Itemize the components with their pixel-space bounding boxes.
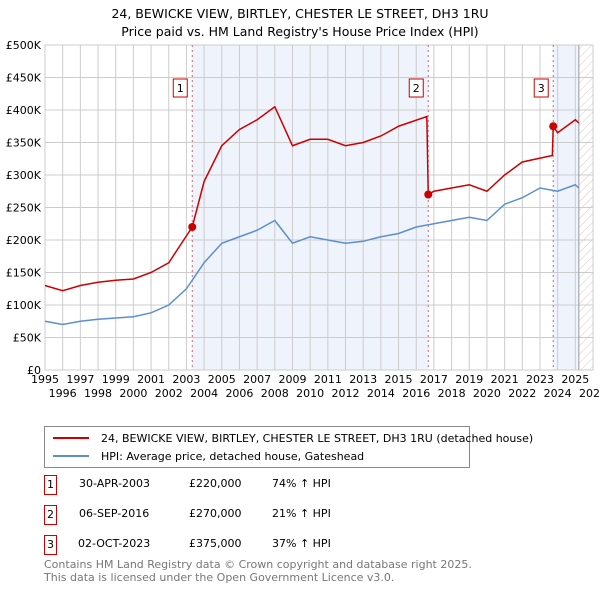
x-tick-label: 2008 (261, 387, 289, 400)
title-line-2: Price paid vs. HM Land Registry's House … (121, 24, 479, 39)
x-tick-label: 2010 (296, 387, 324, 400)
y-tick-label: £250K (6, 202, 42, 215)
x-tick-label: 2014 (367, 387, 395, 400)
transaction-number: 1 (44, 475, 57, 495)
y-tick-label: £450K (6, 72, 42, 85)
x-tick-label: 2011 (314, 373, 342, 386)
x-tick-label: 1998 (84, 387, 112, 400)
x-tick-label: 1995 (31, 373, 59, 386)
x-tick-label: 2024 (544, 387, 572, 400)
y-tick-label: £200K (6, 234, 42, 247)
x-tick-label: 2019 (455, 373, 483, 386)
price-chart: 1995199619971998199920002001200220032004… (6, 39, 600, 400)
transaction-price: £270,000 (189, 507, 242, 520)
y-tick-label: £350K (6, 137, 42, 150)
transaction-date: 06-SEP-2016 (79, 507, 150, 520)
x-tick-label: 2001 (137, 373, 165, 386)
transaction-date: 30-APR-2003 (79, 477, 151, 490)
x-tick-label: 2020 (473, 387, 501, 400)
transaction-hpi: 74% ↑ HPI (272, 477, 331, 490)
x-tick-label: 2006 (225, 387, 253, 400)
legend-swatch-hpi (53, 455, 89, 457)
y-tick-label: £300K (6, 169, 42, 182)
x-tick-label: 2004 (190, 387, 218, 400)
x-tick-label: 2002 (155, 387, 183, 400)
footer-line-1: Contains HM Land Registry data © Crown c… (44, 558, 472, 571)
y-tick-label: £400K (6, 104, 42, 117)
x-tick-label: 2007 (243, 373, 271, 386)
transaction-hpi: 37% ↑ HPI (272, 537, 331, 550)
sale-point (549, 122, 558, 131)
sale-label: 2 (413, 82, 420, 95)
hpi-line (44, 183, 580, 326)
x-tick-label: 2013 (349, 373, 377, 386)
x-tick-label: 2000 (119, 387, 147, 400)
sale-label: 3 (538, 82, 545, 95)
x-tick-label: 1997 (66, 373, 94, 386)
x-tick-label: 2023 (526, 373, 554, 386)
x-tick-label: 2005 (208, 373, 236, 386)
transaction-hpi: 21% ↑ HPI (272, 507, 331, 520)
transaction-date: 02-OCT-2023 (78, 537, 151, 550)
y-tick-label: £500K (6, 39, 42, 52)
x-tick-label: 2017 (420, 373, 448, 386)
sale-label-box (172, 78, 188, 98)
legend-swatch-property (53, 437, 89, 439)
sale-label-box (533, 78, 549, 98)
y-tick-label: £50K (13, 332, 42, 345)
transaction-number: 3 (44, 535, 57, 555)
x-tick-label: 2022 (508, 387, 536, 400)
property-price-line (44, 105, 580, 292)
x-tick-label: 2003 (172, 373, 200, 386)
transaction-price: £220,000 (189, 477, 242, 490)
x-tick-label: 2009 (278, 373, 306, 386)
legend-label-hpi: HPI: Average price, detached house, Gate… (101, 449, 365, 463)
transaction-price: £375,000 (189, 537, 242, 550)
transaction-number: 2 (44, 505, 57, 525)
legend-item-hpi: HPI: Average price, detached house, Gate… (53, 448, 364, 464)
y-tick-label: £100K (6, 299, 42, 312)
x-tick-label: 1996 (49, 387, 77, 400)
legend-item-property: 24, BEWICKE VIEW, BIRTLEY, CHESTER LE ST… (53, 430, 533, 446)
x-tick-label: 2026 (579, 387, 600, 400)
x-tick-label: 1999 (102, 373, 130, 386)
x-tick-label: 2015 (385, 373, 413, 386)
x-tick-label: 2016 (402, 387, 430, 400)
x-tick-label: 2012 (332, 387, 360, 400)
x-tick-label: 2018 (438, 387, 466, 400)
sale-point (188, 223, 197, 231)
sale-label-box (408, 78, 424, 98)
title-line-1: 24, BEWICKE VIEW, BIRTLEY, CHESTER LE ST… (111, 6, 489, 21)
x-tick-label: 2021 (491, 373, 519, 386)
x-tick-label: 2025 (561, 373, 589, 386)
plot-border (44, 44, 594, 371)
legend-label-property: 24, BEWICKE VIEW, BIRTLEY, CHESTER LE ST… (101, 431, 534, 445)
footer: Contains HM Land Registry data © Crown c… (44, 558, 472, 584)
footer-line-2: This data is licensed under the Open Gov… (44, 571, 395, 584)
y-tick-label: £0 (27, 364, 41, 377)
legend: 24, BEWICKE VIEW, BIRTLEY, CHESTER LE ST… (44, 426, 533, 468)
sale-point (424, 190, 433, 199)
sale-label: 1 (177, 82, 184, 95)
chart-title: 24, BEWICKE VIEW, BIRTLEY, CHESTER LE ST… (0, 5, 600, 41)
y-tick-label: £150K (6, 267, 42, 280)
